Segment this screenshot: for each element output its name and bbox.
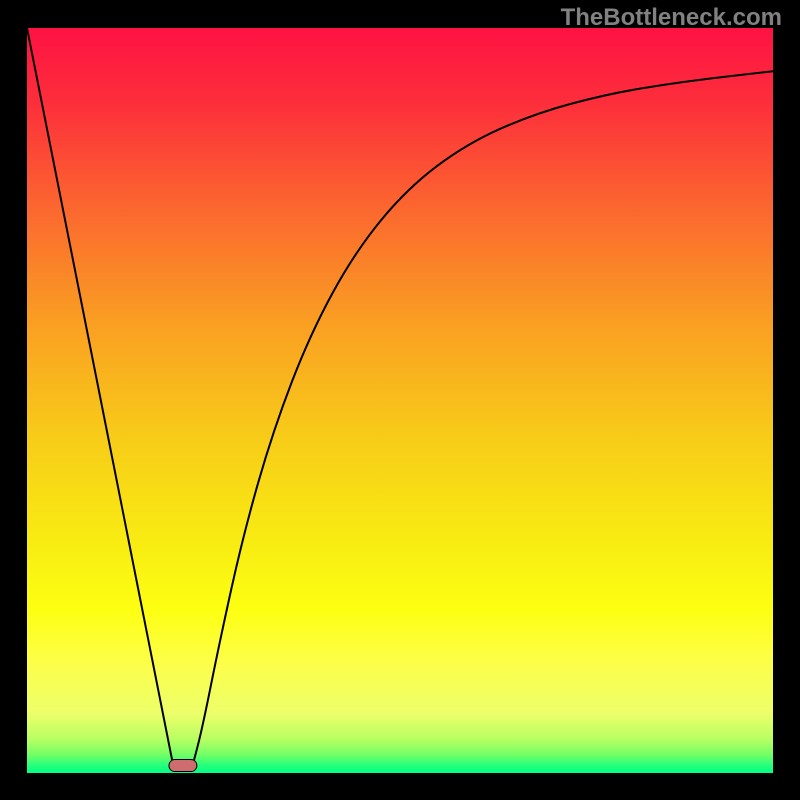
- chart-frame: TheBottleneck.com: [0, 0, 800, 800]
- watermark-text: TheBottleneck.com: [561, 4, 782, 32]
- plot-svg: [27, 28, 773, 773]
- optimal-marker: [169, 760, 197, 772]
- plot-area: [27, 28, 773, 773]
- gradient-background: [27, 28, 773, 773]
